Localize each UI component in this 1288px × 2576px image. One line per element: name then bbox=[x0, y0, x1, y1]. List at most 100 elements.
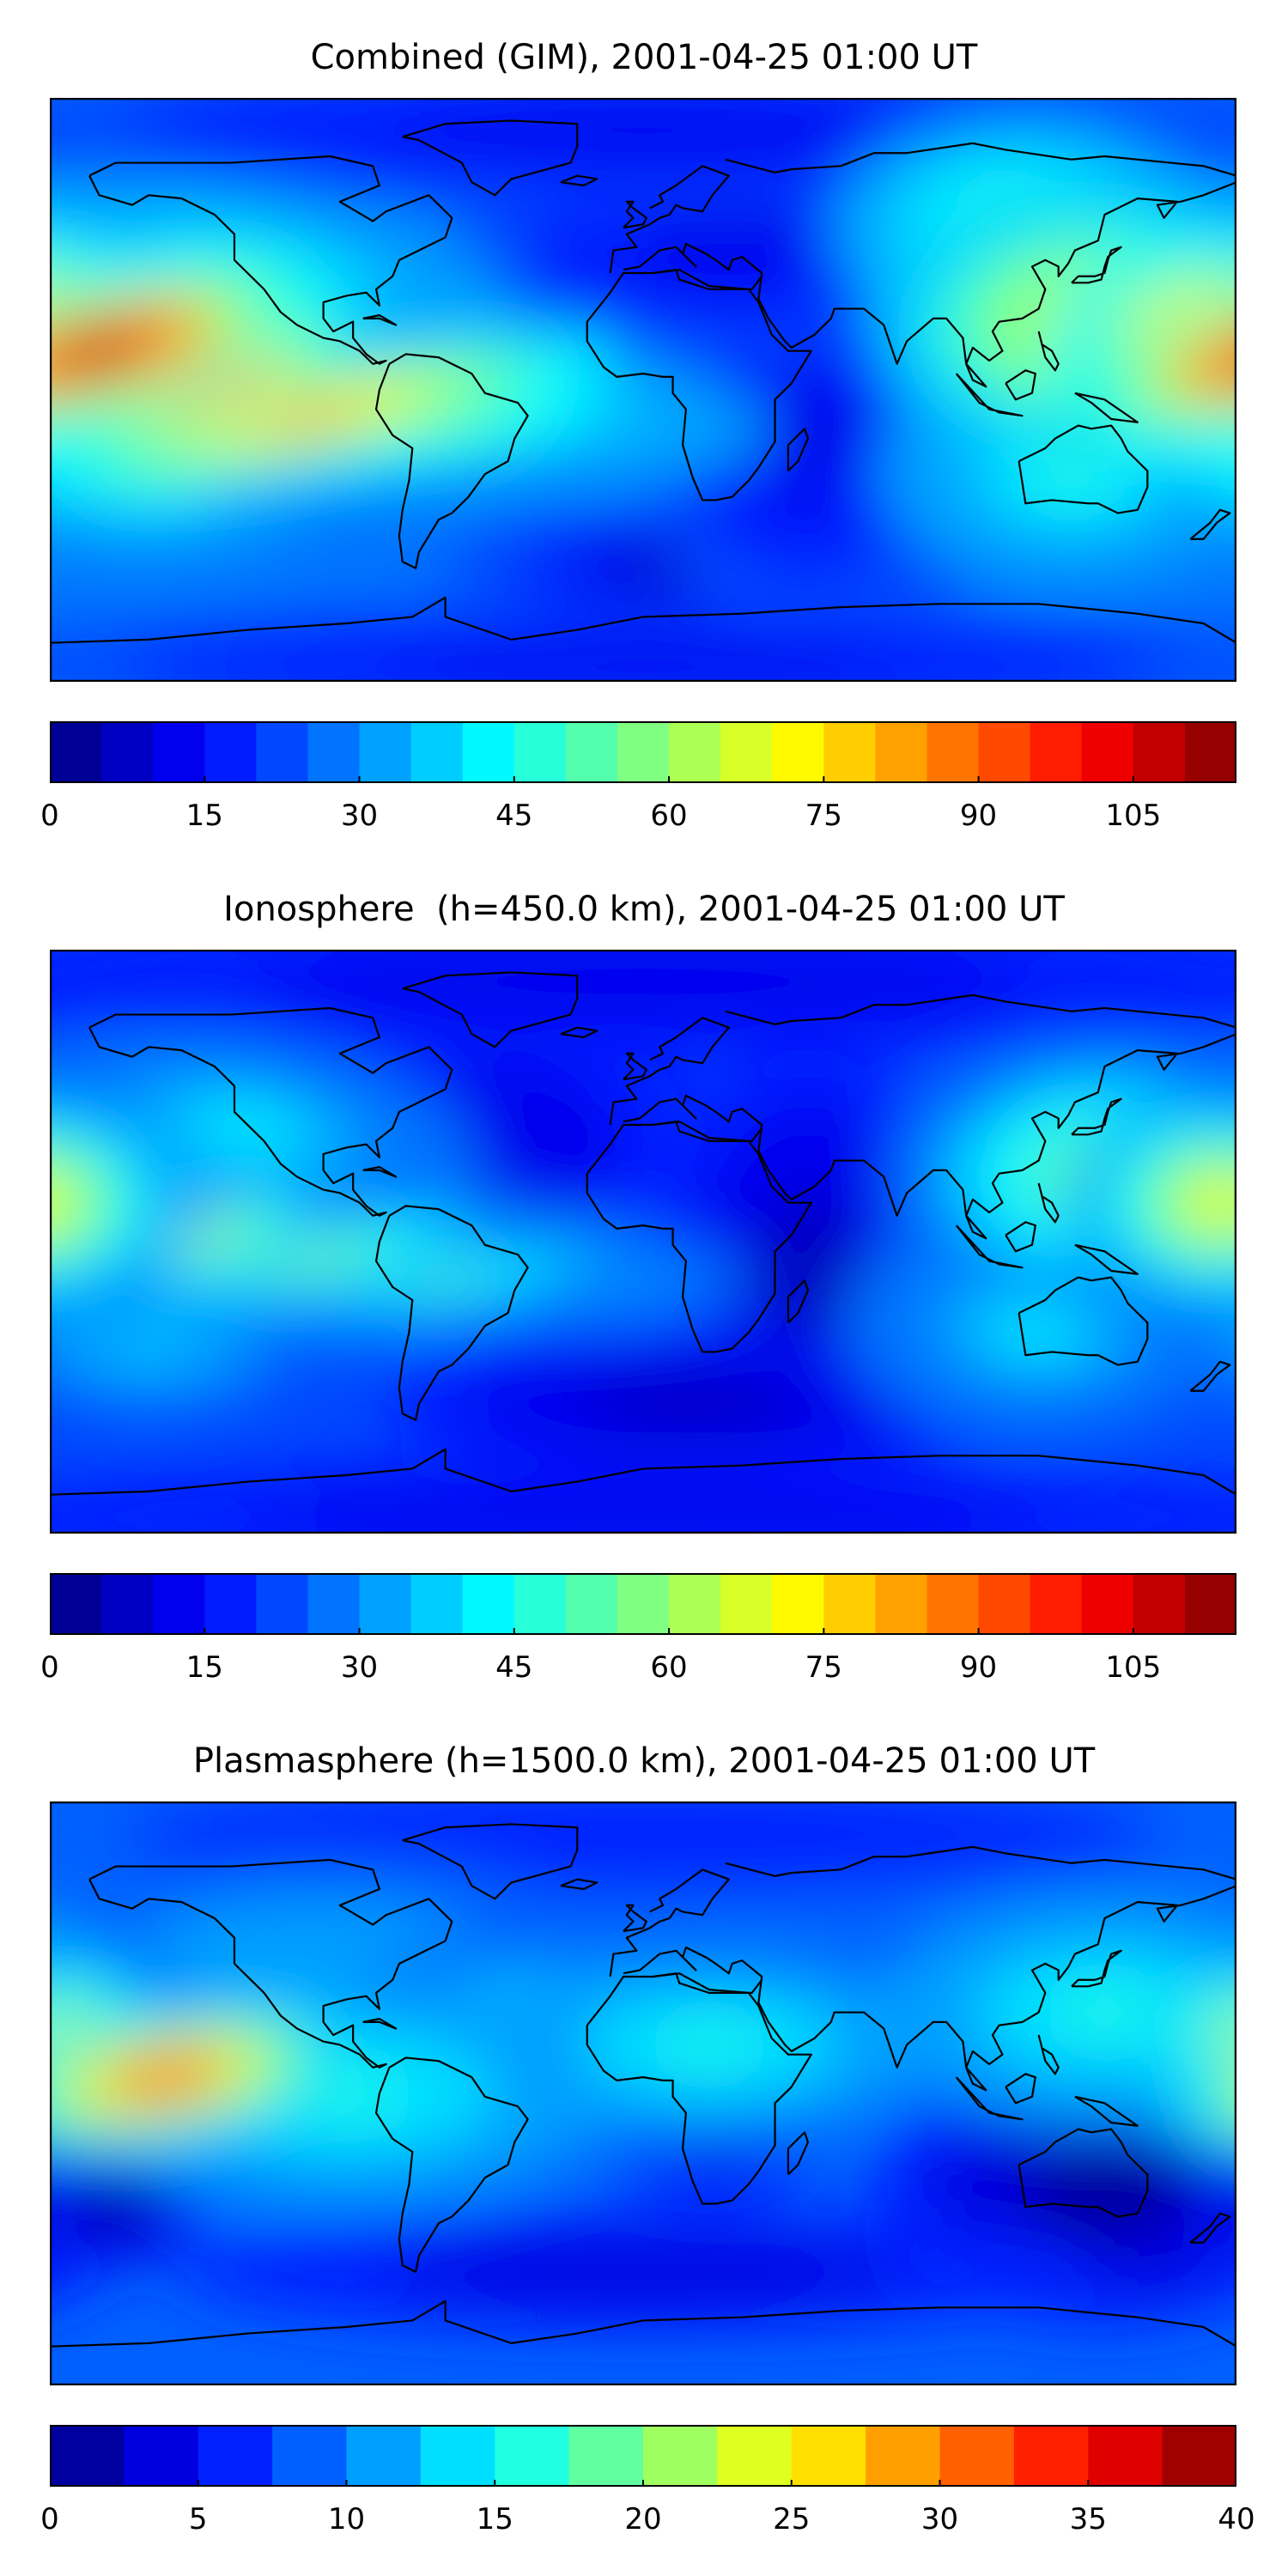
colorbar-segment bbox=[50, 2425, 125, 2487]
field-contour bbox=[269, 1246, 358, 1270]
colorbar-segment bbox=[617, 1573, 670, 1635]
field-contour bbox=[50, 950, 151, 1022]
map-frame bbox=[50, 1801, 1236, 2385]
coastline bbox=[787, 2131, 810, 2176]
colorbar-ticks-plasmasphere: 0 5 10 15 20 25 30 35 40 bbox=[40, 2502, 1255, 2554]
colorbar-segment bbox=[1013, 2425, 1089, 2487]
colorbar-segment bbox=[1030, 721, 1083, 783]
field-contour bbox=[473, 1115, 550, 1175]
field-contour bbox=[203, 1109, 293, 1148]
coastline bbox=[725, 142, 1236, 177]
colorbar-frame bbox=[50, 1573, 1236, 1635]
colorbar-segment bbox=[643, 2425, 718, 2487]
coastline bbox=[402, 1823, 579, 1900]
colorbar-segment bbox=[1133, 1573, 1186, 1635]
coastline bbox=[725, 993, 1236, 1029]
colorbar-frame bbox=[50, 721, 1236, 783]
coastline bbox=[1074, 1243, 1139, 1275]
colorbar-segment bbox=[101, 721, 154, 783]
colorbar-segment bbox=[978, 721, 1031, 783]
colorbar-segment bbox=[1184, 721, 1236, 783]
colorbar-segment bbox=[791, 2425, 866, 2487]
field-contour bbox=[1135, 98, 1236, 170]
coastline bbox=[653, 1972, 763, 1994]
coastline bbox=[586, 1121, 812, 1353]
field-contour bbox=[50, 1165, 89, 1240]
coastline bbox=[1037, 1182, 1060, 1224]
colorbar-segment bbox=[101, 1573, 154, 1635]
coastline bbox=[560, 1878, 598, 1891]
coastline bbox=[374, 2057, 529, 2273]
colorbar-segment bbox=[565, 721, 618, 783]
colorbar-segment bbox=[197, 2425, 273, 2487]
coastline bbox=[609, 165, 730, 274]
colorbar-segment bbox=[307, 1573, 361, 1635]
colorbar-tick-label: 75 bbox=[805, 799, 842, 833]
colorbar-segment bbox=[50, 721, 102, 783]
coastline bbox=[50, 1448, 1236, 1496]
colorbar-tick-label: 0 bbox=[40, 2502, 59, 2537]
field-contour bbox=[778, 1230, 838, 1319]
coastline bbox=[1189, 508, 1231, 540]
field-contour bbox=[672, 222, 779, 266]
coastline bbox=[787, 428, 810, 472]
colorbar-tick-label: 75 bbox=[805, 1650, 842, 1685]
colorbar-tick-label: 35 bbox=[1069, 2502, 1107, 2537]
colorbar-tick-label: 20 bbox=[624, 2502, 662, 2537]
colorbar-segment bbox=[462, 1573, 515, 1635]
colorbar-segment bbox=[717, 2425, 793, 2487]
colorbar-tick-label: 60 bbox=[650, 799, 688, 833]
colorbar-segment bbox=[359, 721, 412, 783]
colorbar-tick-label: 30 bbox=[920, 2502, 959, 2537]
colorbar-tick-label: 5 bbox=[188, 2502, 208, 2537]
colorbar-segment bbox=[272, 2425, 348, 2487]
colorbar-segment bbox=[866, 2425, 941, 2487]
coastline bbox=[1018, 424, 1149, 514]
coastline bbox=[653, 1121, 763, 1142]
coastline bbox=[653, 269, 763, 290]
colorbar-segment bbox=[346, 2425, 422, 2487]
colorbar-segment bbox=[939, 2425, 1015, 2487]
coastline bbox=[609, 1868, 730, 1978]
panel-title-plasmasphere: Plasmasphere (h=1500.0 km), 2001-04-25 0… bbox=[192, 1741, 1096, 1781]
colorbar-segment bbox=[307, 721, 361, 783]
colorbar-segment bbox=[153, 1573, 205, 1635]
coastline bbox=[402, 971, 579, 1048]
colorbar-segment bbox=[410, 1573, 464, 1635]
field-contour bbox=[1060, 2164, 1150, 2218]
coastline bbox=[586, 269, 812, 501]
colorbar-ionosphere bbox=[50, 1573, 1236, 1635]
colorbar-segment bbox=[875, 721, 928, 783]
field-contour bbox=[507, 115, 779, 145]
coastline bbox=[374, 353, 529, 569]
coastline bbox=[1037, 2034, 1060, 2075]
coastline bbox=[50, 596, 1236, 644]
colorbar-segment bbox=[978, 1573, 1031, 1635]
colorbar-segment bbox=[204, 721, 257, 783]
colorbar-tick-label: 105 bbox=[1105, 1650, 1162, 1685]
colorbar-segment bbox=[823, 721, 876, 783]
colorbar-ticks-ionosphere: 0 15 30 45 60 75 90 105 bbox=[40, 1650, 1236, 1702]
coastline bbox=[1071, 246, 1122, 284]
colorbar-tick-label: 40 bbox=[1218, 2502, 1255, 2537]
colorbar-segment bbox=[124, 2425, 199, 2487]
field-contour bbox=[507, 653, 779, 677]
colorbar-ticks-combined: 0 15 30 45 60 75 90 105 bbox=[40, 799, 1236, 850]
coastline bbox=[88, 1006, 453, 1217]
colorbar-tick-label: 15 bbox=[185, 799, 223, 833]
colorbar-segment bbox=[256, 1573, 309, 1635]
field-contour bbox=[254, 399, 373, 432]
colorbar-segment bbox=[1030, 1573, 1083, 1635]
colorbar-segment bbox=[1133, 721, 1186, 783]
colorbar-tick-label: 25 bbox=[773, 2502, 811, 2537]
colorbar-segment bbox=[1081, 1573, 1134, 1635]
coastline bbox=[1005, 2073, 1036, 2105]
coastline bbox=[1005, 369, 1036, 401]
coastline bbox=[88, 155, 453, 365]
field-contour bbox=[632, 1388, 753, 1419]
colorbar-tick-label: 45 bbox=[495, 1650, 533, 1685]
colorbar-tick-label: 90 bbox=[959, 799, 998, 833]
colorbar-segment bbox=[462, 721, 515, 783]
coastline bbox=[586, 1972, 812, 2205]
colorbar-segment bbox=[50, 1573, 102, 1635]
